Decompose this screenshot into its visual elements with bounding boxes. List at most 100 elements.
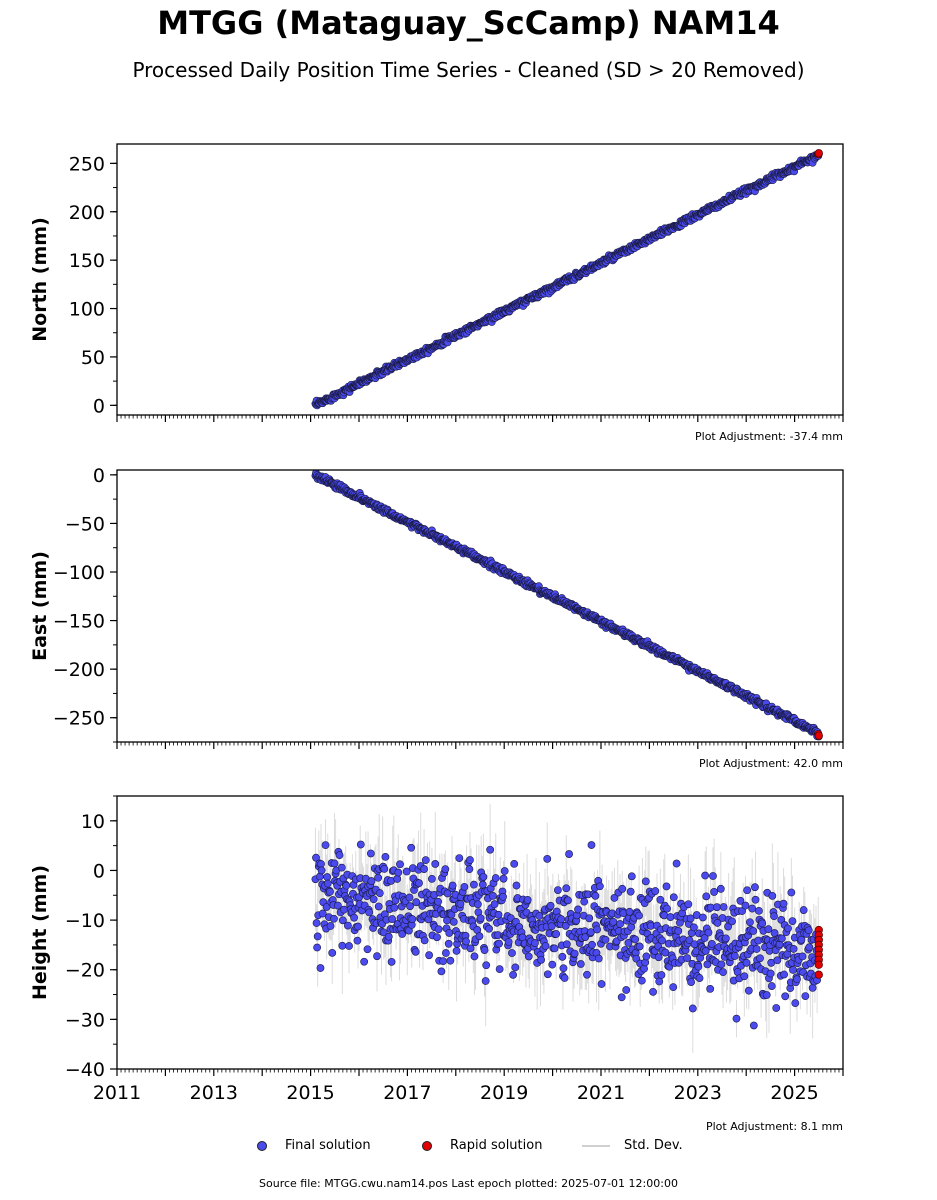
final-point — [781, 992, 790, 1001]
final-point — [317, 860, 325, 868]
final-solution-marker-icon — [257, 1140, 267, 1151]
final-point — [387, 957, 396, 966]
final-point — [583, 970, 591, 979]
final-point — [595, 882, 604, 891]
final-point — [751, 883, 759, 892]
final-point — [495, 939, 503, 948]
final-point — [752, 945, 761, 953]
final-point — [390, 903, 399, 912]
final-point — [743, 886, 752, 895]
std-dev-line-icon — [582, 1144, 610, 1147]
final-point — [466, 856, 474, 864]
final-point — [683, 954, 692, 963]
final-point — [388, 915, 397, 923]
y-tick-label: 0 — [93, 465, 105, 487]
final-point — [439, 957, 447, 966]
final-point — [656, 895, 665, 904]
final-point — [700, 934, 709, 942]
final-point — [313, 943, 322, 952]
final-point — [523, 896, 532, 904]
final-point — [480, 946, 489, 954]
final-point — [420, 936, 429, 945]
final-point — [719, 903, 728, 911]
final-point — [437, 967, 446, 976]
final-point — [396, 860, 404, 869]
x-tick-label: 2025 — [770, 1082, 818, 1104]
final-point — [669, 983, 678, 992]
final-point — [381, 852, 390, 861]
y-tick-label: −200 — [53, 659, 105, 681]
final-point — [770, 912, 778, 921]
final-point — [330, 914, 338, 923]
final-point — [728, 917, 736, 926]
rapid-point — [814, 960, 823, 969]
final-point — [441, 865, 450, 874]
final-point — [784, 924, 792, 933]
final-point — [469, 880, 478, 889]
final-point — [323, 879, 332, 888]
final-point — [789, 966, 797, 974]
final-point — [702, 892, 711, 901]
final-point — [701, 947, 710, 955]
chart-subtitle: Processed Daily Position Time Series - C… — [132, 58, 805, 82]
final-point — [373, 952, 381, 961]
legend-rapid-label: Rapid solution — [450, 1138, 543, 1153]
final-point — [490, 900, 499, 909]
y-tick-label: −30 — [65, 1009, 105, 1031]
final-point — [499, 874, 508, 883]
final-point — [374, 902, 383, 911]
final-point — [402, 867, 411, 876]
final-point — [740, 972, 749, 981]
final-point — [688, 1004, 697, 1013]
final-point — [443, 889, 452, 898]
final-point — [562, 884, 571, 893]
x-tick-label: 2019 — [480, 1082, 528, 1104]
final-point — [588, 940, 596, 949]
final-point — [444, 939, 453, 948]
final-point — [317, 866, 326, 875]
final-point — [321, 841, 330, 850]
final-point — [730, 952, 739, 960]
final-point — [353, 936, 362, 945]
final-point — [407, 843, 416, 852]
final-point — [345, 942, 353, 950]
final-point — [509, 970, 517, 979]
rapid-point — [814, 731, 823, 740]
final-point — [663, 904, 671, 913]
final-point — [434, 897, 442, 906]
final-point — [770, 929, 779, 937]
final-point — [773, 956, 782, 965]
final-point — [524, 952, 533, 961]
final-point — [788, 917, 797, 925]
final-point — [637, 976, 646, 985]
final-point — [550, 944, 559, 953]
final-point — [562, 940, 571, 949]
panel-1: 0 −50 −100 −150 −200 −250 East (mm) Plot Adjust… — [29, 465, 844, 770]
final-point — [565, 850, 573, 858]
final-point — [408, 915, 417, 924]
final-point — [433, 933, 441, 942]
x-tick-label: 2011 — [93, 1082, 141, 1104]
final-point — [557, 915, 566, 924]
final-point — [631, 935, 640, 944]
final-point — [535, 912, 544, 920]
final-point — [548, 960, 557, 969]
final-point — [504, 937, 513, 946]
final-point — [340, 905, 348, 914]
final-point — [701, 871, 710, 880]
final-point — [328, 948, 337, 957]
final-point — [452, 946, 461, 955]
final-point — [344, 921, 352, 930]
final-point — [360, 957, 369, 966]
final-point — [686, 914, 695, 923]
y-tick-label: −20 — [65, 960, 105, 982]
plot-adjustment: Plot Adjustment: 8.1 mm — [706, 1120, 843, 1133]
final-point — [379, 928, 388, 937]
final-point — [768, 891, 777, 900]
final-point — [641, 877, 650, 886]
final-point — [749, 927, 758, 935]
final-point — [460, 882, 469, 891]
final-point — [780, 970, 788, 979]
final-point — [749, 1021, 758, 1030]
